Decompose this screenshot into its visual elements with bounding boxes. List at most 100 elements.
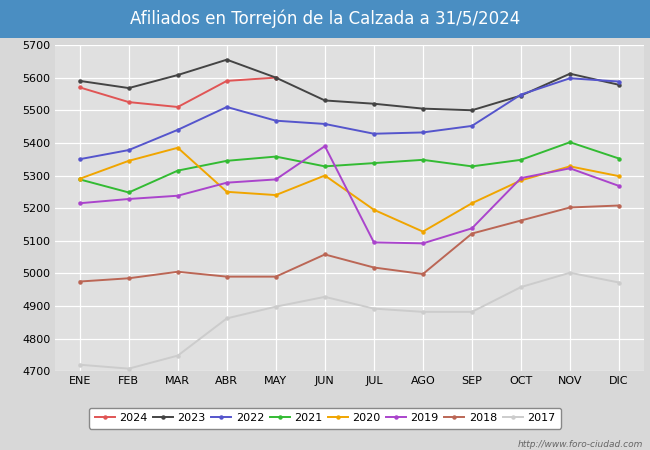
- 2023: [223, 57, 231, 63]
- 2019: [223, 180, 231, 185]
- Line: 2024: 2024: [78, 76, 278, 108]
- 2017: [125, 366, 133, 371]
- 2018: [517, 218, 525, 223]
- 2023: [419, 106, 427, 111]
- 2021: [566, 140, 574, 145]
- 2023: [125, 86, 133, 91]
- 2021: [370, 160, 378, 166]
- 2017: [76, 362, 84, 368]
- 2021: [174, 168, 182, 173]
- 2019: [272, 177, 280, 182]
- 2020: [615, 173, 623, 179]
- Line: 2022: 2022: [78, 77, 621, 161]
- 2022: [419, 130, 427, 135]
- 2018: [468, 231, 476, 236]
- 2019: [370, 240, 378, 245]
- 2022: [174, 127, 182, 133]
- 2023: [370, 101, 378, 107]
- 2019: [566, 166, 574, 171]
- 2019: [517, 176, 525, 181]
- 2021: [125, 190, 133, 195]
- 2022: [223, 104, 231, 110]
- 2021: [419, 157, 427, 162]
- 2018: [76, 279, 84, 284]
- 2018: [272, 274, 280, 279]
- 2022: [76, 157, 84, 162]
- 2023: [517, 93, 525, 98]
- 2020: [272, 193, 280, 198]
- 2024: [272, 75, 280, 81]
- 2020: [321, 173, 329, 178]
- 2020: [370, 207, 378, 212]
- 2021: [517, 157, 525, 162]
- 2018: [370, 265, 378, 270]
- 2021: [223, 158, 231, 163]
- 2023: [321, 98, 329, 103]
- 2018: [321, 252, 329, 257]
- 2024: [76, 85, 84, 90]
- 2020: [468, 201, 476, 206]
- 2024: [223, 78, 231, 84]
- 2021: [76, 177, 84, 182]
- 2022: [468, 123, 476, 129]
- Legend: 2024, 2023, 2022, 2021, 2020, 2019, 2018, 2017: 2024, 2023, 2022, 2021, 2020, 2019, 2018…: [89, 408, 561, 429]
- 2018: [615, 203, 623, 208]
- 2023: [468, 108, 476, 113]
- 2023: [174, 72, 182, 78]
- 2020: [76, 176, 84, 181]
- 2020: [517, 178, 525, 183]
- 2017: [223, 316, 231, 321]
- 2022: [321, 121, 329, 126]
- 2020: [419, 229, 427, 234]
- 2022: [517, 92, 525, 97]
- 2021: [615, 156, 623, 161]
- 2023: [566, 71, 574, 76]
- 2018: [419, 271, 427, 277]
- 2019: [419, 241, 427, 246]
- 2022: [125, 147, 133, 153]
- 2018: [125, 275, 133, 281]
- 2017: [370, 306, 378, 311]
- 2022: [272, 118, 280, 123]
- Text: http://www.foro-ciudad.com: http://www.foro-ciudad.com: [518, 440, 644, 449]
- Text: Afiliados en Torrejón de la Calzada a 31/5/2024: Afiliados en Torrejón de la Calzada a 31…: [130, 10, 520, 28]
- 2017: [419, 309, 427, 315]
- 2019: [468, 225, 476, 231]
- 2017: [272, 304, 280, 309]
- 2019: [321, 144, 329, 149]
- Line: 2019: 2019: [78, 144, 621, 245]
- 2018: [566, 205, 574, 210]
- 2017: [468, 309, 476, 315]
- 2022: [370, 131, 378, 136]
- 2021: [321, 164, 329, 169]
- Line: 2017: 2017: [78, 271, 621, 370]
- 2017: [615, 280, 623, 285]
- 2020: [125, 158, 133, 163]
- 2024: [174, 104, 182, 110]
- 2022: [615, 79, 623, 84]
- Line: 2020: 2020: [78, 146, 621, 233]
- 2024: [125, 99, 133, 105]
- 2019: [125, 196, 133, 202]
- 2023: [272, 75, 280, 81]
- 2021: [468, 164, 476, 169]
- 2021: [272, 154, 280, 159]
- 2017: [566, 270, 574, 275]
- 2017: [321, 294, 329, 300]
- 2022: [566, 76, 574, 81]
- Line: 2021: 2021: [78, 141, 621, 194]
- 2020: [566, 164, 574, 169]
- 2023: [76, 78, 84, 84]
- 2017: [174, 353, 182, 358]
- 2018: [223, 274, 231, 279]
- Line: 2023: 2023: [78, 58, 621, 112]
- 2019: [615, 183, 623, 189]
- 2019: [76, 201, 84, 206]
- 2018: [174, 269, 182, 274]
- 2020: [223, 189, 231, 194]
- 2019: [174, 193, 182, 198]
- 2017: [517, 284, 525, 290]
- Line: 2018: 2018: [78, 204, 621, 283]
- 2020: [174, 145, 182, 150]
- 2023: [615, 82, 623, 87]
